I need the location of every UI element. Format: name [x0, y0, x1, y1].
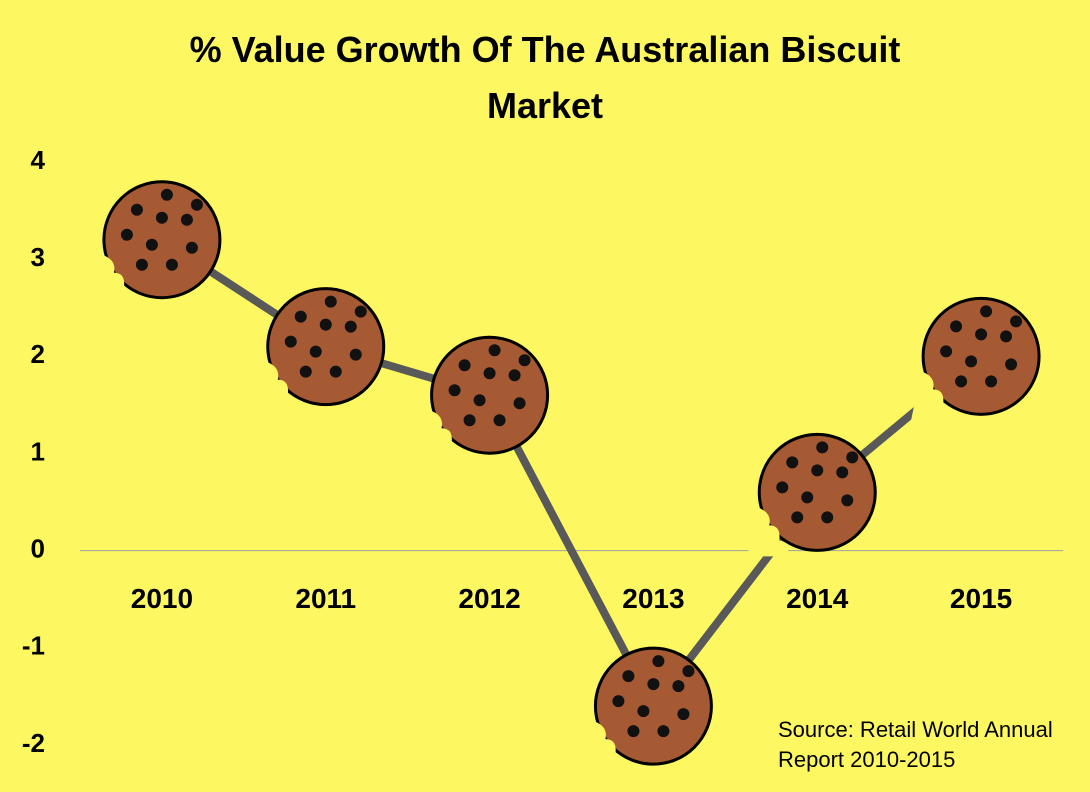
chip	[458, 359, 471, 372]
cookie-marker	[911, 296, 1041, 421]
chip	[657, 725, 670, 738]
chip	[965, 355, 978, 368]
chip	[518, 354, 531, 367]
cookie-marker	[747, 432, 877, 557]
chip	[950, 320, 963, 333]
chip	[801, 491, 814, 504]
x-tick-label: 2011	[295, 583, 356, 614]
chip	[940, 345, 953, 358]
chart-title: % Value Growth Of The Australian Biscuit…	[189, 29, 901, 126]
chip	[488, 344, 501, 357]
chip	[319, 318, 332, 331]
chip	[329, 365, 342, 378]
chip	[135, 258, 148, 271]
chip	[836, 466, 849, 479]
chip	[637, 705, 650, 718]
chip	[841, 494, 854, 507]
chip	[155, 211, 168, 224]
x-tick-label: 2013	[622, 583, 684, 614]
x-tick-label: 2010	[131, 583, 193, 614]
x-tick-label: 2014	[786, 583, 849, 614]
chip	[463, 414, 476, 427]
chip	[508, 369, 521, 382]
chip	[344, 320, 357, 333]
chip	[473, 394, 486, 407]
chip	[309, 345, 322, 358]
y-tick-label: 0	[31, 534, 45, 564]
chip	[448, 384, 461, 397]
chip	[980, 305, 993, 318]
chip	[647, 678, 660, 691]
bite	[911, 371, 953, 421]
chip	[652, 655, 665, 668]
x-tick-label: 2015	[950, 583, 1012, 614]
chip	[627, 725, 640, 738]
chip	[120, 228, 133, 241]
chip	[160, 188, 173, 201]
chip	[985, 375, 998, 388]
chip	[776, 481, 789, 494]
chip	[786, 456, 799, 469]
cookie-marker	[583, 646, 713, 771]
y-tick-label: 4	[31, 145, 46, 175]
chip	[324, 295, 337, 308]
chip	[1000, 330, 1013, 343]
source-note: Source: Retail World Annual Report 2010-…	[778, 717, 1053, 772]
bite	[255, 361, 297, 411]
x-tick-label: 2012	[458, 583, 520, 614]
chip	[791, 511, 804, 524]
bite	[583, 721, 625, 771]
chip	[821, 511, 834, 524]
chip	[165, 258, 178, 271]
chip	[513, 397, 526, 410]
y-tick-label: -2	[22, 728, 45, 758]
chip	[816, 441, 829, 454]
chip	[354, 305, 367, 318]
y-tick-label: 2	[31, 339, 45, 369]
chip	[130, 203, 143, 216]
chip	[846, 451, 859, 464]
chip	[185, 241, 198, 254]
bite	[747, 507, 789, 557]
chip	[811, 464, 824, 477]
chip	[299, 365, 312, 378]
chip	[975, 328, 988, 341]
chip	[1010, 315, 1023, 328]
y-tick-label: -1	[22, 631, 45, 661]
chip	[294, 310, 307, 323]
chip	[483, 367, 496, 380]
chip	[677, 708, 690, 721]
y-tick-label: 3	[31, 242, 45, 272]
chip	[180, 213, 193, 226]
chip	[349, 348, 362, 361]
chip	[493, 414, 506, 427]
cookie-marker	[255, 287, 386, 411]
chip	[284, 335, 297, 348]
chip	[672, 680, 685, 693]
chip	[955, 375, 968, 388]
cookie-marker	[419, 335, 550, 460]
y-tick-label: 1	[31, 436, 45, 466]
cookie-marker	[91, 180, 222, 304]
chip	[682, 665, 695, 678]
chip	[622, 670, 635, 683]
bite	[91, 254, 133, 304]
chip	[612, 695, 625, 708]
bite	[419, 410, 461, 460]
chip	[145, 238, 158, 251]
chip	[1005, 358, 1018, 371]
chip	[190, 198, 203, 211]
